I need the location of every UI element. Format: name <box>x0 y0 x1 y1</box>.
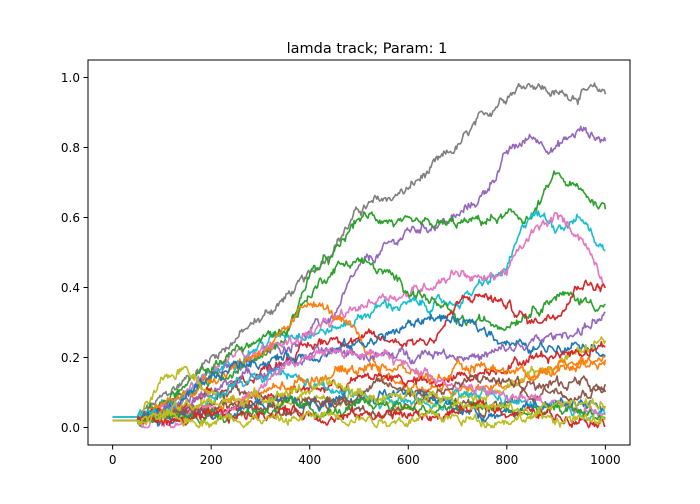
series-line-21 <box>112 376 607 426</box>
x-tick-label: 600 <box>397 453 420 467</box>
x-tick-label: 800 <box>495 453 518 467</box>
y-tick-label: 0.4 <box>61 281 80 295</box>
series-line-8 <box>112 301 606 425</box>
y-tick-label: 0.8 <box>61 141 80 155</box>
series-line-10 <box>112 311 606 425</box>
series-line-9 <box>112 313 606 422</box>
series-line-3 <box>112 170 607 424</box>
series-layer <box>112 82 607 429</box>
chart-title: lamda track; Param: 1 <box>287 41 448 57</box>
x-tick-label: 0 <box>109 453 117 467</box>
series-line-22 <box>112 407 606 429</box>
series-line-2 <box>112 125 607 424</box>
y-tick-label: 0.0 <box>61 421 80 435</box>
plot-frame <box>87 59 631 446</box>
y-tick-label: 0.6 <box>61 211 80 225</box>
y-tick-label: 1.0 <box>61 71 80 85</box>
x-tick-label: 200 <box>200 453 223 467</box>
x-axis: 0 200 400 600 800 1000 <box>109 445 621 467</box>
x-tick-label: 400 <box>298 453 321 467</box>
y-tick-label: 0.2 <box>61 351 80 365</box>
y-axis: 0.0 0.2 0.4 0.6 0.8 1.0 <box>61 71 88 435</box>
x-tick-label: 1000 <box>590 453 621 467</box>
